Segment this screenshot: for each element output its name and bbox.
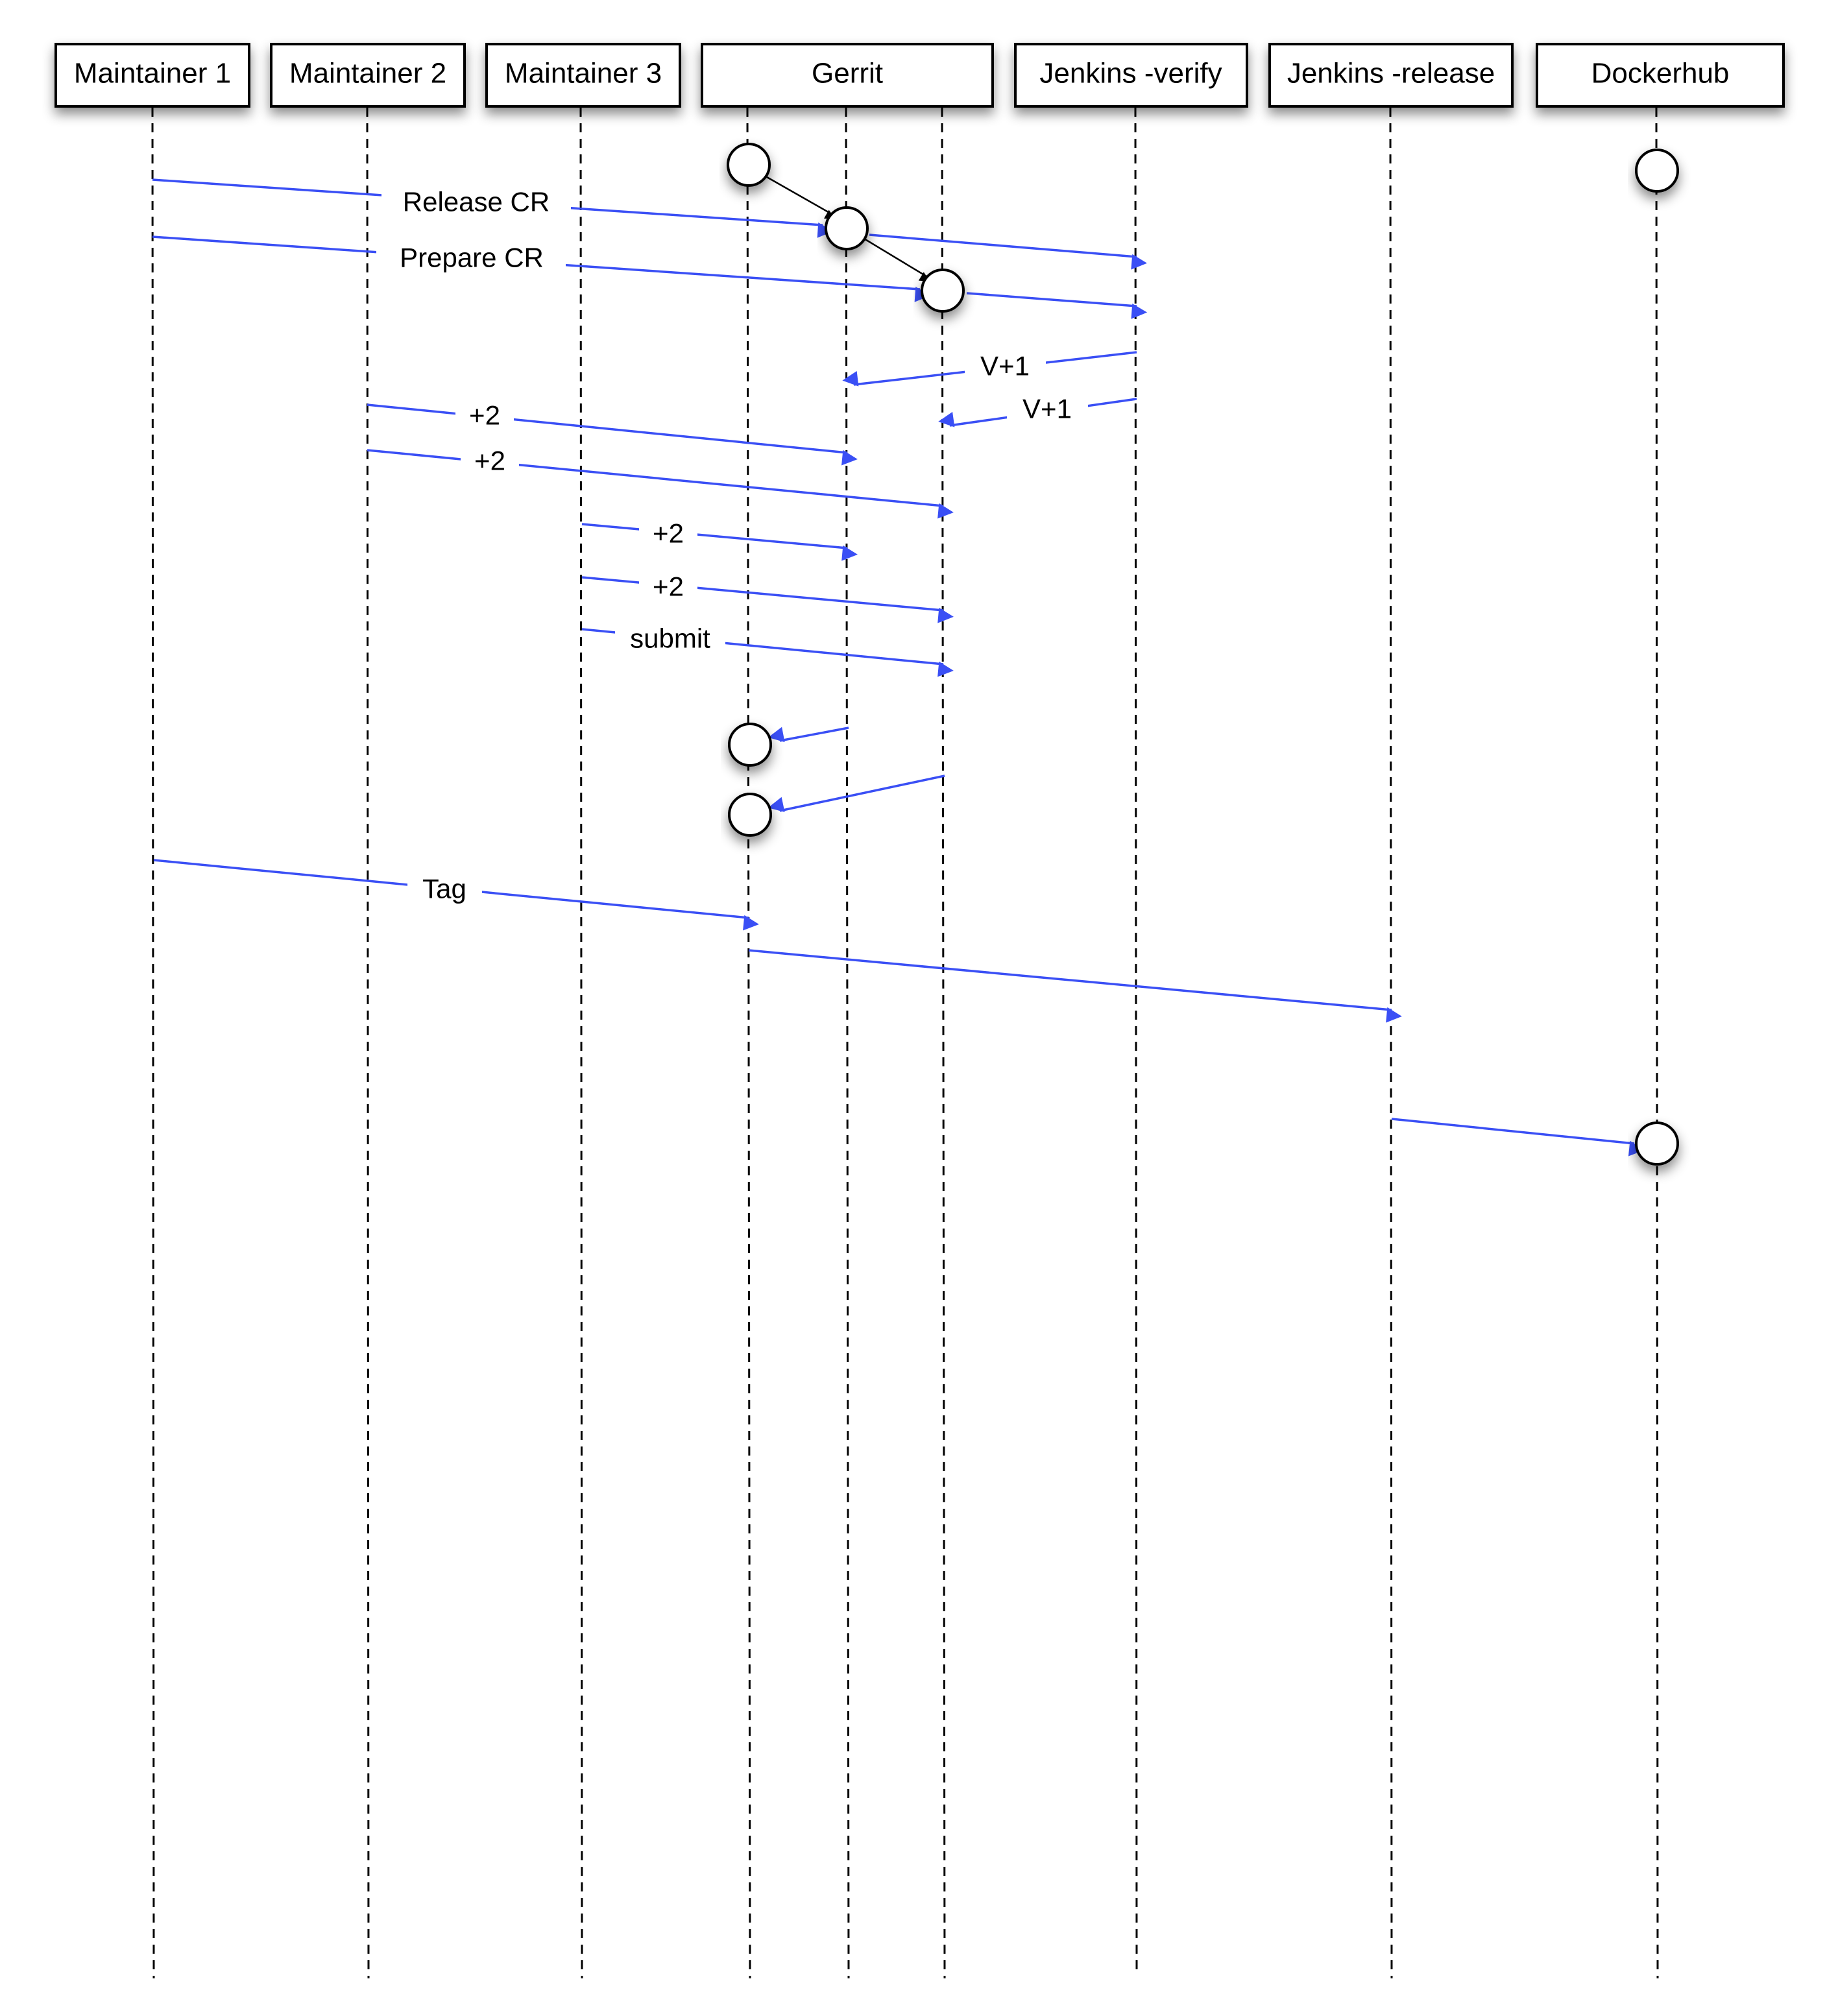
- message-release-cr: Release CR: [152, 178, 834, 238]
- commit-node-dockerhub-initial: [1635, 149, 1679, 193]
- actor-jenkins-verify: Jenkins -verify: [1014, 43, 1248, 108]
- actor-label: Dockerhub: [1591, 58, 1730, 90]
- message-tag: Tag: [153, 859, 759, 931]
- message-label: V+1: [980, 351, 1030, 381]
- lifeline-gerrit-branch: [746, 107, 751, 1979]
- message-verify-request-prepare: [966, 292, 1148, 319]
- lifeline-gerrit-release-change: [845, 107, 850, 1979]
- message-m2-plus-2-release: +2: [367, 398, 858, 466]
- commit-link-arrow: [762, 173, 836, 219]
- lifeline-maintainer-1: [151, 107, 155, 1979]
- commit-link-arrow: [860, 235, 930, 282]
- message-merge-prepare: [768, 774, 945, 812]
- lifeline-jenkins-verify: [1134, 107, 1138, 1976]
- message-v-plus-1-prepare: V+1: [938, 392, 1137, 428]
- message-label: submit: [630, 623, 710, 654]
- commit-node-merged-prepare: [728, 793, 772, 837]
- actor-gerrit: Gerrit: [701, 43, 994, 108]
- message-label: Release CR: [403, 187, 550, 217]
- commit-node-dockerhub-image: [1635, 1122, 1679, 1166]
- message-merge-release: [768, 726, 849, 743]
- message-label: V+1: [1022, 394, 1072, 424]
- message-label: +2: [474, 446, 505, 476]
- message-m2-plus-2-prepare: +2: [367, 444, 954, 519]
- commit-node-merged-release: [728, 723, 772, 767]
- lifeline-maintainer-2: [366, 107, 370, 1979]
- actor-label: Jenkins -verify: [1039, 58, 1222, 90]
- commit-links: [762, 173, 930, 282]
- commit-node-prepare-change: [921, 269, 965, 313]
- message-label: +2: [469, 400, 500, 431]
- actor-label: Maintainer 2: [289, 58, 446, 90]
- actor-label: Maintainer 3: [505, 58, 662, 90]
- lifeline-gerrit-prepare-change: [941, 107, 946, 1979]
- actor-label: Gerrit: [812, 58, 883, 90]
- lifelines: [151, 107, 1659, 1979]
- message-m3-plus-2-release: +2: [581, 516, 858, 561]
- message-prepare-cr: Prepare CR: [152, 235, 931, 302]
- message-label: Prepare CR: [400, 243, 544, 273]
- actors: Maintainer 1 Maintainer 2 Maintainer 3 G…: [54, 43, 1785, 108]
- message-v-plus-1-release: V+1: [842, 349, 1137, 387]
- message-m3-submit: submit: [581, 621, 954, 677]
- lifeline-dockerhub: [1655, 107, 1659, 1979]
- message-label: +2: [653, 518, 684, 549]
- lifeline-maintainer-3: [579, 107, 583, 1979]
- commit-node-branch-head: [727, 143, 771, 187]
- actor-label: Jenkins -release: [1287, 58, 1495, 90]
- messages: Release CR Prepare CR V+1 V+1: [152, 178, 1645, 1157]
- commit-node-release-change: [825, 206, 869, 250]
- message-push-image: [1391, 1118, 1645, 1157]
- commit-nodes: [727, 143, 1679, 1166]
- actor-maintainer-1: Maintainer 1: [54, 43, 250, 108]
- actor-jenkins-release: Jenkins -release: [1268, 43, 1514, 108]
- actor-maintainer-2: Maintainer 2: [270, 43, 466, 108]
- message-m3-plus-2-prepare: +2: [581, 570, 954, 623]
- lifeline-jenkins-release: [1389, 107, 1393, 1979]
- message-label: +2: [653, 571, 684, 602]
- actor-maintainer-3: Maintainer 3: [485, 43, 681, 108]
- message-trigger-release-job: [748, 949, 1402, 1023]
- message-verify-request-release: [869, 234, 1148, 270]
- actor-dockerhub: Dockerhub: [1536, 43, 1785, 108]
- actor-label: Maintainer 1: [74, 58, 231, 90]
- message-label: Tag: [422, 874, 466, 904]
